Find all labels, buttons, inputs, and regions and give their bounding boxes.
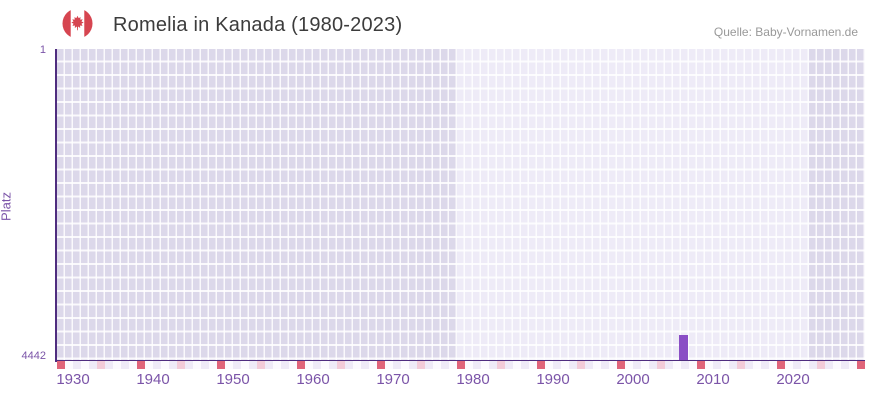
y-tick-max: 1 <box>39 44 46 56</box>
y-tick-min: 4442 <box>21 350 46 362</box>
source-label: Quelle: Baby-Vornamen.de <box>713 25 858 39</box>
page-title: Romelia in Kanada (1980-2023) <box>113 14 403 36</box>
y-axis-label: Platz <box>0 192 14 221</box>
plot-area <box>55 49 865 362</box>
x-axis-tick-strip <box>57 361 865 369</box>
x-axis-labels: 1930 1940 1950 1960 1970 1980 1990 2000 2010 2020 <box>0 371 873 391</box>
x-tick-label: 2000 <box>616 371 650 388</box>
x-tick-label: 2010 <box>696 371 730 388</box>
x-tick-label: 1940 <box>136 371 170 388</box>
rank-bar-2006 <box>678 335 688 360</box>
x-tick-label: 1960 <box>296 371 330 388</box>
x-tick-label: 1990 <box>536 371 570 388</box>
x-tick-label: 1970 <box>376 371 410 388</box>
canada-flag-icon <box>62 8 93 39</box>
x-tick-label: 1950 <box>216 371 250 388</box>
x-tick-label: 1980 <box>456 371 490 388</box>
x-tick-label: 2020 <box>776 371 810 388</box>
x-tick-label: 1930 <box>56 371 90 388</box>
